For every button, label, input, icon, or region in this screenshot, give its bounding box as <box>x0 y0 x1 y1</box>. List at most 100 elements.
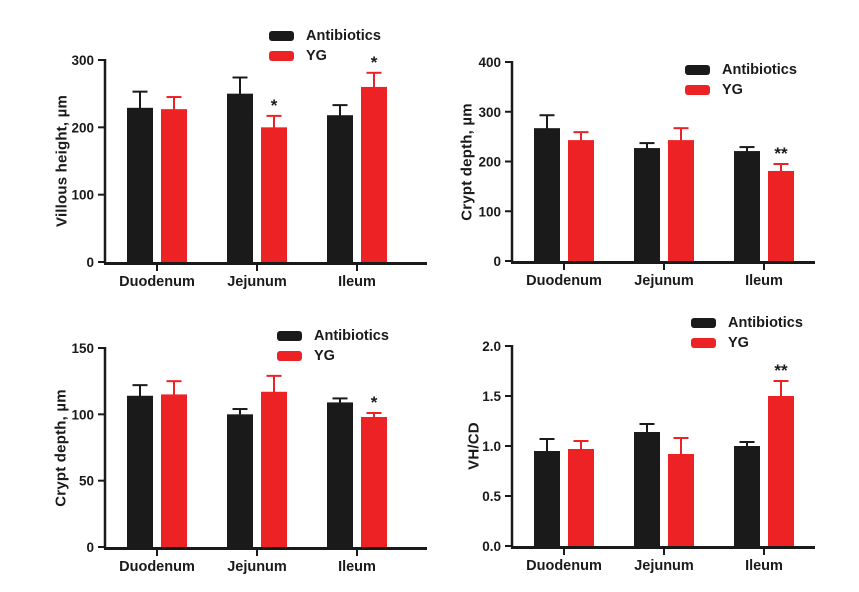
bar-antibiotics-duodenum <box>127 107 153 262</box>
bar-antibiotics-jejunum <box>634 148 660 261</box>
legend-swatch-yg-icon <box>269 51 294 61</box>
y-tick-label: 1.5 <box>482 389 501 404</box>
bar-yg-duodenum <box>568 449 594 546</box>
y-tick-label: 100 <box>478 204 501 219</box>
y-axis-title: Crypt depth, µm <box>52 389 70 507</box>
bar-yg-jejunum <box>261 127 287 262</box>
y-tick-label: 50 <box>79 474 94 489</box>
legend-swatch-antibiotics-icon <box>277 331 302 341</box>
panel-villous-height: 0 100 200 300 Duodenum Jejunum * Ileum * Villous… <box>0 0 430 296</box>
significance-marker: ** <box>774 361 788 380</box>
y-tick-label: 200 <box>71 120 94 135</box>
legend: Antibiotics YG <box>269 26 381 66</box>
category-label-duodenum: Duodenum <box>119 274 195 290</box>
category-label-jejunum: Jejunum <box>227 274 287 290</box>
legend: Antibiotics YG <box>277 326 389 366</box>
bar-yg-duodenum <box>161 394 187 547</box>
bar-antibiotics-duodenum <box>127 395 153 547</box>
y-tick-label: 100 <box>71 407 94 422</box>
bar-antibiotics-jejunum <box>634 432 660 546</box>
bar-yg-jejunum <box>668 454 694 546</box>
y-tick-label: 100 <box>71 188 94 203</box>
significance-marker: * <box>371 393 378 412</box>
bar-antibiotics-ileum <box>327 115 353 262</box>
legend: Antibiotics YG <box>685 60 797 100</box>
y-tick-label: 0.5 <box>482 489 501 504</box>
legend-item-antibiotics: Antibiotics <box>277 326 389 346</box>
legend-label-antibiotics: Antibiotics <box>306 28 381 44</box>
legend-label-yg: YG <box>306 48 327 64</box>
legend-item-yg: YG <box>685 80 797 100</box>
category-label-jejunum: Jejunum <box>227 559 287 575</box>
panel-crypt-depth-upper: 0 100 200 300 400 Duodenum Jejunum Ileum ** Cryp… <box>430 0 859 296</box>
category-label-duodenum: Duodenum <box>526 273 602 289</box>
villous-height-bar-chart: 0 100 200 300 Duodenum Jejunum * Ileum * <box>71 53 427 290</box>
legend-label-yg: YG <box>314 348 335 364</box>
legend-item-antibiotics: Antibiotics <box>685 60 797 80</box>
bar-antibiotics-duodenum <box>534 128 560 261</box>
bar-antibiotics-jejunum <box>227 93 253 263</box>
legend-label-antibiotics: Antibiotics <box>728 315 803 331</box>
legend-label-antibiotics: Antibiotics <box>314 328 389 344</box>
category-label-ileum: Ileum <box>338 274 376 290</box>
y-tick-label: 2.0 <box>482 339 501 354</box>
y-axis-title: Villous height, µm <box>53 95 71 227</box>
bar-yg-duodenum <box>568 140 594 261</box>
bar-antibiotics-jejunum <box>227 414 253 547</box>
y-tick-label: 200 <box>478 155 501 170</box>
panel-vh-cd-ratio: 0.0 0.5 1.0 1.5 2.0 Duodenum Jejunum Ileum ** VH… <box>430 296 859 592</box>
category-label-ileum: Ileum <box>745 273 783 289</box>
bar-yg-ileum <box>361 416 387 547</box>
legend: Antibiotics YG <box>691 313 803 353</box>
significance-marker: ** <box>774 144 788 163</box>
legend-item-yg: YG <box>269 46 381 66</box>
legend-label-yg: YG <box>722 82 743 98</box>
category-label-duodenum: Duodenum <box>119 559 195 575</box>
bar-yg-ileum <box>768 170 794 261</box>
legend-item-antibiotics: Antibiotics <box>691 313 803 333</box>
crypt-depth-bar-chart: 0 100 200 300 400 Duodenum Jejunum Ileum ** <box>478 55 815 289</box>
bar-antibiotics-ileum <box>327 402 353 547</box>
category-label-duodenum: Duodenum <box>526 558 602 574</box>
bar-yg-ileum <box>361 86 387 262</box>
legend-label-yg: YG <box>728 335 749 351</box>
legend-item-yg: YG <box>277 346 389 366</box>
category-label-ileum: Ileum <box>338 559 376 575</box>
y-tick-label: 400 <box>478 55 501 70</box>
y-tick-label: 1.0 <box>482 439 501 454</box>
bar-yg-ileum <box>768 396 794 546</box>
y-tick-label: 300 <box>71 53 94 68</box>
y-tick-label: 0 <box>86 540 94 555</box>
bar-antibiotics-ileum <box>734 151 760 261</box>
bar-yg-duodenum <box>161 109 187 262</box>
y-axis-title: Crypt depth, µm <box>458 103 476 221</box>
y-axis-title: VH/CD <box>465 422 483 470</box>
legend-swatch-antibiotics-icon <box>269 31 294 41</box>
significance-marker: * <box>371 53 378 72</box>
category-label-ileum: Ileum <box>745 558 783 574</box>
y-tick-label: 150 <box>71 341 94 356</box>
bar-yg-jejunum <box>668 140 694 261</box>
legend-item-antibiotics: Antibiotics <box>269 26 381 46</box>
legend-swatch-yg-icon <box>685 85 710 95</box>
bar-antibiotics-ileum <box>734 446 760 546</box>
bar-yg-jejunum <box>261 391 287 547</box>
y-tick-label: 0 <box>86 255 94 270</box>
legend-swatch-yg-icon <box>691 338 716 348</box>
y-tick-label: 300 <box>478 105 501 120</box>
significance-marker: * <box>271 96 278 115</box>
legend-swatch-antibiotics-icon <box>691 318 716 328</box>
bar-antibiotics-duodenum <box>534 451 560 546</box>
crypt-depth-bar-chart: 0 50 100 150 Duodenum Jejunum Ileum * <box>71 341 427 575</box>
category-label-jejunum: Jejunum <box>634 273 694 289</box>
vh-cd-bar-chart: 0.0 0.5 1.0 1.5 2.0 Duodenum Jejunum Ileum ** <box>482 339 815 574</box>
panel-crypt-depth-lower: 0 50 100 150 Duodenum Jejunum Ileum * Crypt dep… <box>0 296 430 592</box>
y-tick-label: 0 <box>493 254 501 269</box>
legend-swatch-yg-icon <box>277 351 302 361</box>
legend-label-antibiotics: Antibiotics <box>722 62 797 78</box>
legend-item-yg: YG <box>691 333 803 353</box>
legend-swatch-antibiotics-icon <box>685 65 710 75</box>
y-tick-label: 0.0 <box>482 539 501 554</box>
category-label-jejunum: Jejunum <box>634 558 694 574</box>
